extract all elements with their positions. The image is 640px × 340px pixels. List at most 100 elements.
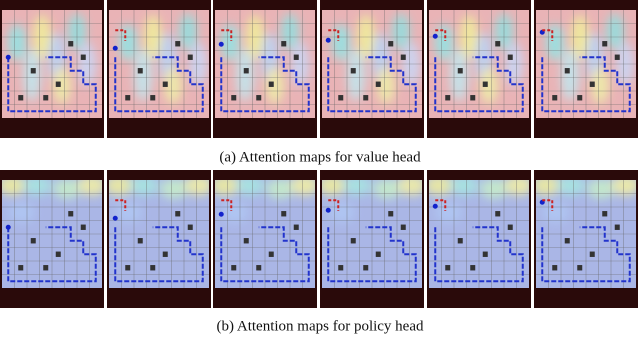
attention-frame bbox=[213, 170, 317, 308]
wall-cell bbox=[187, 54, 193, 60]
blob bbox=[8, 24, 26, 61]
wall-cell bbox=[495, 211, 501, 217]
recent-moves bbox=[221, 29, 233, 42]
blob bbox=[23, 48, 41, 101]
blob bbox=[164, 67, 182, 104]
blob bbox=[119, 24, 137, 61]
wall-cell bbox=[388, 41, 394, 47]
wall-cell bbox=[338, 265, 344, 271]
heat-blobs bbox=[119, 13, 207, 104]
attention-frame bbox=[320, 170, 424, 308]
heatmap bbox=[429, 180, 529, 288]
heatmap bbox=[536, 10, 636, 118]
attention-frame bbox=[534, 170, 638, 308]
wall-cell bbox=[589, 251, 595, 257]
wall-cell bbox=[457, 238, 463, 244]
agent bbox=[432, 203, 438, 209]
wall-cell bbox=[400, 54, 406, 60]
heat-blobs bbox=[429, 180, 529, 223]
wall-cell bbox=[350, 68, 356, 74]
agent bbox=[112, 45, 118, 51]
blob bbox=[587, 180, 615, 199]
wall-cell bbox=[231, 265, 237, 271]
attention-frame bbox=[427, 0, 531, 138]
wall-cell bbox=[293, 224, 299, 230]
wall-cell bbox=[281, 41, 287, 47]
heat-blobs bbox=[2, 180, 102, 223]
blob bbox=[542, 202, 570, 223]
wall-cell bbox=[175, 211, 181, 217]
heatmap bbox=[109, 10, 209, 118]
blob bbox=[343, 180, 371, 196]
wall-cell bbox=[445, 265, 451, 271]
recent-moves bbox=[328, 29, 340, 42]
heat-blobs bbox=[546, 13, 634, 104]
wall-cell bbox=[231, 95, 237, 101]
wall-cell bbox=[470, 265, 476, 271]
wall-cell bbox=[457, 68, 463, 74]
recent-moves bbox=[115, 199, 127, 212]
wall-cell bbox=[577, 265, 583, 271]
wall-cell bbox=[175, 41, 181, 47]
heat-blobs bbox=[215, 180, 315, 223]
wall-cell bbox=[602, 211, 608, 217]
wall-cell bbox=[614, 224, 620, 230]
blob bbox=[236, 48, 254, 101]
wall-cell bbox=[482, 251, 488, 257]
wall-cell bbox=[150, 265, 156, 271]
heatmap bbox=[2, 10, 102, 118]
agent bbox=[5, 224, 11, 230]
heatmap bbox=[536, 180, 636, 288]
wall-cell bbox=[162, 81, 168, 87]
blob bbox=[53, 180, 81, 199]
blob bbox=[435, 202, 463, 223]
recent-moves bbox=[542, 29, 554, 42]
wall-cell bbox=[30, 238, 36, 244]
blob bbox=[221, 24, 239, 61]
heat-blobs bbox=[536, 180, 636, 223]
wall-cell bbox=[495, 41, 501, 47]
attention-frame bbox=[107, 170, 211, 308]
blob bbox=[23, 180, 51, 196]
attention-frame bbox=[0, 170, 104, 308]
wall-cell bbox=[150, 95, 156, 101]
wall-cell bbox=[18, 265, 24, 271]
wall-cell bbox=[602, 41, 608, 47]
blob bbox=[435, 24, 453, 61]
agent bbox=[325, 207, 331, 213]
wall-cell bbox=[589, 81, 595, 87]
blob bbox=[450, 48, 468, 101]
blob bbox=[398, 180, 422, 196]
heatmap bbox=[2, 180, 102, 288]
wall-cell bbox=[400, 224, 406, 230]
blob bbox=[505, 180, 529, 196]
agent bbox=[5, 54, 11, 60]
wall-cell bbox=[507, 224, 513, 230]
blob bbox=[160, 180, 188, 199]
blob bbox=[591, 67, 609, 104]
wall-cell bbox=[55, 251, 61, 257]
agent bbox=[218, 211, 224, 217]
wall-cell bbox=[187, 224, 193, 230]
agent bbox=[325, 37, 331, 43]
wall-cell bbox=[375, 81, 381, 87]
caption: (b) Attention maps for policy head bbox=[216, 318, 424, 334]
wall-cell bbox=[80, 54, 86, 60]
heat-blobs bbox=[109, 180, 209, 223]
wall-cell bbox=[552, 265, 558, 271]
wall-cell bbox=[552, 95, 558, 101]
wall-cell bbox=[68, 211, 74, 217]
blob bbox=[130, 180, 158, 196]
blob bbox=[536, 180, 560, 196]
wall-cell bbox=[470, 95, 476, 101]
recent-moves bbox=[115, 29, 127, 42]
blob bbox=[2, 180, 26, 196]
attention-frame bbox=[0, 0, 104, 138]
caption: (a) Attention maps for value head bbox=[219, 149, 421, 165]
wall-cell bbox=[243, 238, 249, 244]
agent bbox=[432, 33, 438, 39]
wall-cell bbox=[482, 81, 488, 87]
wall-cell bbox=[268, 81, 274, 87]
blob bbox=[78, 180, 102, 196]
